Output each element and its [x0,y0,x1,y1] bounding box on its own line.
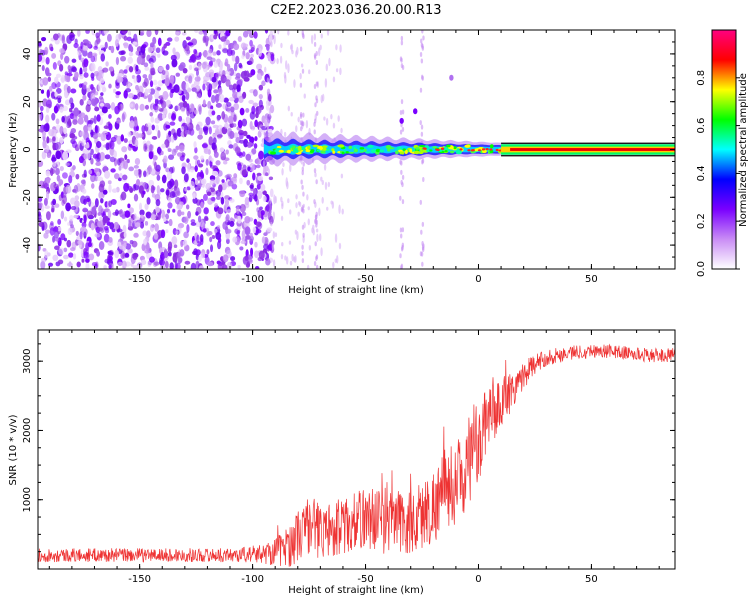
colorbar-tick-label: 0.4 [696,165,707,181]
spectrogram-y-tick-label: 40 [22,48,33,61]
snr-series-line [38,343,675,567]
colorbar-tick-label: 0.6 [696,118,707,134]
colorbar-gradient [712,30,736,269]
snr-x-ticks: -150 -100 -50 0 50 [48,330,660,585]
snr-frame [37,329,676,570]
spectrogram-x-tick-label: 0 [475,274,481,285]
spectrogram-y-tick-label: -20 [22,189,33,205]
snr-x-tick-label: -150 [128,574,151,585]
snr-y-axis-label: SNR (10 * v/v) [8,414,19,485]
spectrogram-plot-area [38,30,675,269]
colorbar-tick-label: 0.8 [696,70,707,86]
spectrogram-x-tick-label: -100 [241,274,264,285]
spectrogram-x-ticks: -150 -100 -50 0 50 [48,30,660,285]
snr-y-tick-label: 2000 [22,418,33,443]
snr-y-tick-label: 3000 [22,348,33,373]
colorbar-tick-label: 0.0 [696,261,707,277]
spectrogram-y-tick-label: 20 [22,95,33,108]
spectrogram-y-tick-label: 0 [22,146,33,152]
colorbar-frame [711,29,737,270]
snr-x-tick-label: 50 [585,574,598,585]
snr-x-tick-label: 0 [475,574,481,585]
colorbar: 0.0 0.2 0.4 0.6 0.8 Normalized spectral ampl… [696,29,749,277]
snr-y-ticks: 1000 2000 3000 [22,343,675,570]
snr-x-axis-label: Height of straight line (km) [288,585,424,596]
colorbar-label: Normalized spectral amplitude [738,73,749,227]
chart-title: C2E2.2023.036.20.00.R13 [270,3,441,18]
colorbar-tick-label: 0.2 [696,213,707,229]
spectrogram-panel: -150 -100 -50 0 50 -40 -20 0 20 40 Height of str… [8,29,676,296]
snr-y-tick-label: 1000 [22,487,33,512]
spectrogram-x-tick-label: -150 [128,274,151,285]
colorbar-ticks: 0.0 0.2 0.4 0.6 0.8 [696,70,740,277]
spectrogram-y-tick-label: -40 [22,237,33,253]
snr-x-tick-label: -50 [357,574,373,585]
spectrogram-x-tick-label: 50 [585,274,598,285]
spectrogram-x-tick-label: -50 [357,274,373,285]
snr-panel: -150 -100 -50 0 50 1000 2000 3000 Height of st… [8,329,676,596]
spectrogram-y-axis-label: Frequency (Hz) [8,112,19,188]
spectrogram-x-axis-label: Height of straight line (km) [288,285,424,296]
spectrogram-y-ticks: -40 -20 0 20 40 [22,29,675,270]
snr-x-tick-label: -100 [241,574,264,585]
